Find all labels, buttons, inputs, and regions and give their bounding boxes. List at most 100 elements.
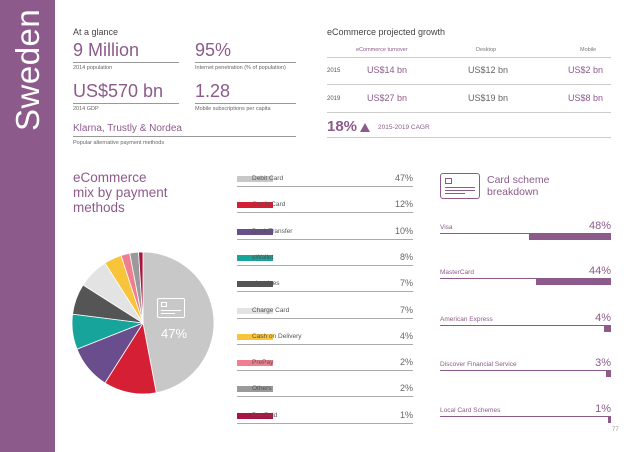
card-scheme-divider xyxy=(440,233,611,234)
card-scheme-label-discover-financial-service: Discover Financial Service xyxy=(440,361,517,368)
divider xyxy=(327,84,611,85)
page-number: 77 xyxy=(612,427,619,433)
sidebar xyxy=(0,0,55,452)
growth-title: eCommerce projected growth xyxy=(327,27,446,37)
growth-row-desktop: US$19 bn xyxy=(468,93,509,103)
legend-swatch-ewallet xyxy=(237,254,273,261)
card-scheme-bar-visa xyxy=(529,234,611,240)
pie-slice-debit-card xyxy=(142,251,215,394)
divider xyxy=(195,103,296,104)
legend-value-pre-paid: 1% xyxy=(399,409,413,420)
legend-value-charge-card: 7% xyxy=(399,304,413,315)
divider xyxy=(327,137,611,138)
legend-value-einvoices: 7% xyxy=(399,278,413,289)
legend-swatch-credit-card xyxy=(237,202,273,209)
payment-mix-title-line: eCommerce xyxy=(73,170,147,185)
legend-divider xyxy=(237,291,413,293)
legend-label-charge-card: Charge Card xyxy=(252,306,290,314)
legend-swatch-pre-paid xyxy=(237,412,273,419)
pie-slice-pre-paid xyxy=(138,251,144,324)
legend-divider xyxy=(237,422,413,424)
divider xyxy=(73,136,296,137)
legend-label-ewallet: eWallet xyxy=(252,253,274,261)
card-scheme-value-visa: 48% xyxy=(588,220,611,232)
legend-label-debit-card: Debit Card xyxy=(252,175,284,182)
card-scheme-label-visa: Visa xyxy=(440,224,453,231)
card-scheme-label-american-express: American Express xyxy=(440,316,493,323)
divider xyxy=(73,103,179,104)
card-scheme-bar-discover-financial-service xyxy=(605,371,611,377)
payment-mix-pie-chart xyxy=(71,251,215,395)
legend-divider xyxy=(237,186,413,187)
card-scheme-value-american-express: 4% xyxy=(595,312,611,324)
legend-divider xyxy=(237,396,413,398)
gdp-value: US$570 bn xyxy=(73,81,164,101)
legend-swatch-prepay xyxy=(237,360,273,367)
card-scheme-title-line: breakdown xyxy=(487,186,539,198)
divider xyxy=(327,57,611,58)
legend-swatch-charge-card xyxy=(237,307,273,314)
cagr-label: 2015-2019 CAGR xyxy=(378,124,430,131)
legend-divider xyxy=(237,370,413,372)
credit-card-icon xyxy=(440,173,480,199)
cagr-value: 18% xyxy=(327,118,358,135)
growth-row-desktop: US$12 bn xyxy=(468,65,509,75)
payment-mix-title-line: methods xyxy=(73,200,125,215)
card-scheme-bar-local-card-schemes xyxy=(608,417,611,423)
divider xyxy=(195,62,296,63)
card-scheme-bar-american-express xyxy=(604,326,611,332)
arrow-up-icon xyxy=(360,123,370,132)
legend-divider xyxy=(237,238,413,240)
mobile-subscriptions-value: 1.28 xyxy=(195,81,231,101)
legend-divider xyxy=(237,212,413,214)
card-scheme-label-local-card-schemes: Local Card Schemes xyxy=(440,407,501,414)
internet-penetration-caption: Internet penetration (% of population) xyxy=(195,65,286,71)
legend-value-bank-transfer: 10% xyxy=(394,225,413,236)
legend-value-cash-on-delivery: 4% xyxy=(399,330,413,341)
card-scheme-divider xyxy=(440,416,611,417)
legend-divider xyxy=(237,264,413,266)
legend-label-pre-paid: Pre-Paid xyxy=(252,411,278,419)
legend-label-cash-on-delivery: Cash on Delivery xyxy=(252,332,302,340)
card-scheme-value-local-card-schemes: 1% xyxy=(595,403,611,415)
alt-payment-providers: Klarna, Trustly & Nordea xyxy=(73,123,182,134)
growth-row-mobile: US$2 bn xyxy=(568,65,604,75)
legend-divider xyxy=(237,317,413,319)
growth-row-mobile: US$8 bn xyxy=(568,93,604,103)
card-scheme-divider xyxy=(440,278,611,279)
card-scheme-title: Card scheme breakdown xyxy=(487,174,549,198)
growth-header-mobile: Mobile xyxy=(580,47,597,53)
legend-value-prepay: 2% xyxy=(399,357,413,368)
growth-row-year: 2015 xyxy=(327,68,341,74)
legend-swatch-debit-card xyxy=(237,176,273,182)
legend-swatch-others xyxy=(237,386,273,393)
legend-label-others: Others xyxy=(252,385,272,393)
payment-mix-title-line: mix by payment xyxy=(73,185,168,200)
legend-value-credit-card: 12% xyxy=(394,199,413,210)
credit-card-icon xyxy=(157,298,185,318)
growth-row-turnover: US$14 bn xyxy=(367,65,408,75)
growth-row-turnover: US$27 bn xyxy=(367,93,408,103)
growth-header-turnover: eCommerce turnover xyxy=(356,47,408,53)
growth-header-desktop: Desktop xyxy=(476,47,497,53)
legend-swatch-einvoices xyxy=(237,281,273,288)
mobile-subscriptions-caption: Mobile subscriptions per capita xyxy=(195,106,271,112)
pie-highlight-label: 47% xyxy=(161,326,188,341)
legend-value-ewallet: 8% xyxy=(399,251,413,262)
alt-payment-caption: Popular alternative payment methods xyxy=(73,140,165,146)
card-scheme-value-mastercard: 44% xyxy=(588,265,611,277)
gdp-caption: 2014 GDP xyxy=(73,106,99,112)
glance-title: At a glance xyxy=(73,27,119,37)
card-scheme-title-line: Card scheme xyxy=(487,174,550,186)
card-scheme-value-discover-financial-service: 3% xyxy=(595,357,611,369)
legend-divider xyxy=(237,343,413,345)
legend-label-prepay: PrePay xyxy=(252,359,274,367)
population-caption: 2014 population xyxy=(73,65,113,71)
divider xyxy=(73,62,179,63)
card-scheme-label-mastercard: MasterCard xyxy=(440,269,474,276)
growth-row-year: 2019 xyxy=(327,96,341,102)
population-value: 9 Million xyxy=(73,40,140,60)
card-scheme-divider xyxy=(440,370,611,371)
legend-value-others: 2% xyxy=(399,383,413,394)
divider xyxy=(327,112,611,113)
